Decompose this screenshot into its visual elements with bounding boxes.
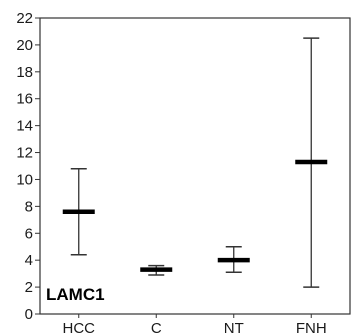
y-tick-label-10: 10	[16, 171, 33, 188]
y-tick-label-16: 16	[16, 91, 33, 108]
y-axis-ticks: 0 2 4 6 8 10 12 14 16 18 20 22	[16, 10, 40, 323]
whisker-group-c	[140, 264, 173, 276]
x-category-label-hcc: HCC	[63, 320, 96, 335]
x-category-label-fnh: FNH	[296, 320, 327, 335]
axes	[39, 17, 351, 315]
y-tick-label-0: 0	[25, 306, 33, 323]
chart-inner-label: LAMC1	[46, 285, 105, 304]
whisker-group-nt	[217, 245, 250, 274]
x-category-label-nt: NT	[224, 320, 244, 335]
y-tick-label-22: 22	[16, 10, 33, 27]
chart-marks	[62, 37, 328, 288]
x-category-label-c: C	[151, 320, 162, 335]
y-tick-label-18: 18	[16, 64, 33, 81]
y-tick-label-2: 2	[25, 279, 33, 296]
y-tick-label-20: 20	[16, 37, 33, 54]
x-axis-categories: HCC C NT FNH	[63, 314, 327, 335]
plot-frame	[39, 17, 351, 315]
y-tick-label-14: 14	[16, 118, 33, 135]
y-tick-label-12: 12	[16, 145, 33, 162]
y-tick-label-6: 6	[25, 225, 33, 242]
whisker-group-fnh	[295, 37, 328, 288]
whisker-group-hcc	[62, 167, 95, 256]
y-tick-label-8: 8	[25, 198, 33, 215]
y-tick-label-4: 4	[25, 252, 33, 269]
